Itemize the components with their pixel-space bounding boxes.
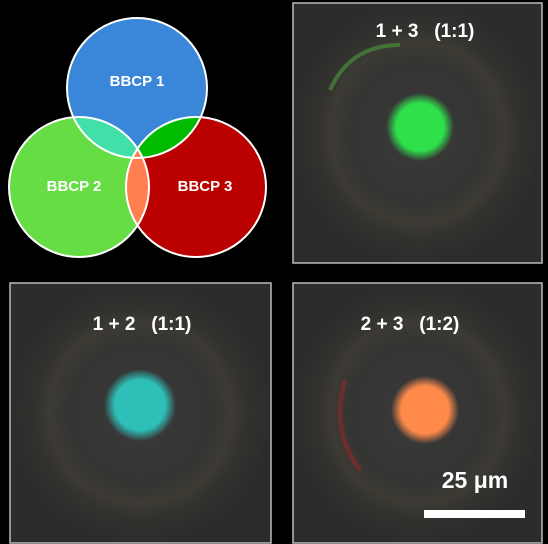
page: BBCP 1 BBCP 2 BBCP 3 1 + 3 (1:1) 1 + 2 (…: [0, 0, 548, 544]
particle: [104, 369, 176, 441]
venn-label: BBCP 1: [110, 73, 165, 90]
panel-title: 2 + 3 (1:2): [361, 314, 460, 335]
venn-label: BBCP 3: [178, 178, 233, 195]
figure: BBCP 1 BBCP 2 BBCP 3 1 + 3 (1:1) 1 + 2 (…: [0, 0, 548, 544]
micrograph-panel: 1 + 3 (1:1): [293, 3, 542, 263]
venn-diagram: BBCP 1 BBCP 2 BBCP 3: [9, 18, 266, 257]
scale-bar: [424, 510, 525, 518]
venn-label: BBCP 2: [47, 178, 102, 195]
micrograph-panel: 1 + 2 (1:1): [10, 283, 271, 543]
particle: [386, 93, 454, 161]
panel-title: 1 + 3 (1:1): [376, 21, 475, 42]
panel-title: 1 + 2 (1:1): [93, 314, 192, 335]
particle: [391, 376, 459, 444]
scale-bar-label: 25 μm: [442, 467, 509, 493]
micrograph-panel: 2 + 3 (1:2) 25 μm: [293, 283, 542, 543]
